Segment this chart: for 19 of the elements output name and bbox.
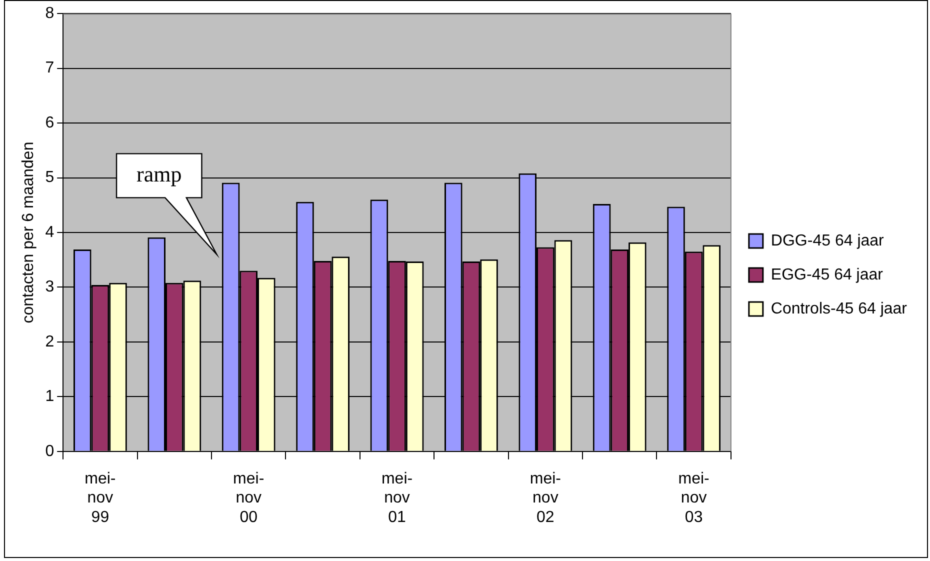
legend-label: Controls-45 64 jaar — [770, 300, 908, 318]
y-tick-label: 3 — [45, 278, 54, 296]
annotation: ramp — [136, 161, 182, 186]
x-tick-label: mei-nov 03 — [678, 470, 710, 526]
y-tick-label: 6 — [45, 114, 54, 132]
y-axis-title: contacten per 6 maanden — [20, 142, 38, 324]
y-tick-label: 0 — [45, 442, 54, 460]
x-tick-label: mei-nov 02 — [530, 470, 561, 526]
y-tick-label: 8 — [45, 5, 54, 22]
x-tick-label: mei-nov 01 — [381, 470, 413, 526]
y-tick-label: 4 — [45, 224, 54, 241]
y-tick-label: 1 — [45, 388, 54, 406]
y-tick-label: 2 — [45, 333, 54, 350]
y-tick-label: 5 — [45, 169, 54, 186]
y-tick-label: 7 — [45, 60, 54, 77]
x-tick-label: mei-nov 99 — [84, 470, 116, 526]
legend-label: EGG-45 64 jaar — [770, 266, 884, 284]
x-tick-label: mei-nov 00 — [233, 470, 264, 526]
legend-label: DGG-45 64 jaar — [770, 232, 885, 250]
